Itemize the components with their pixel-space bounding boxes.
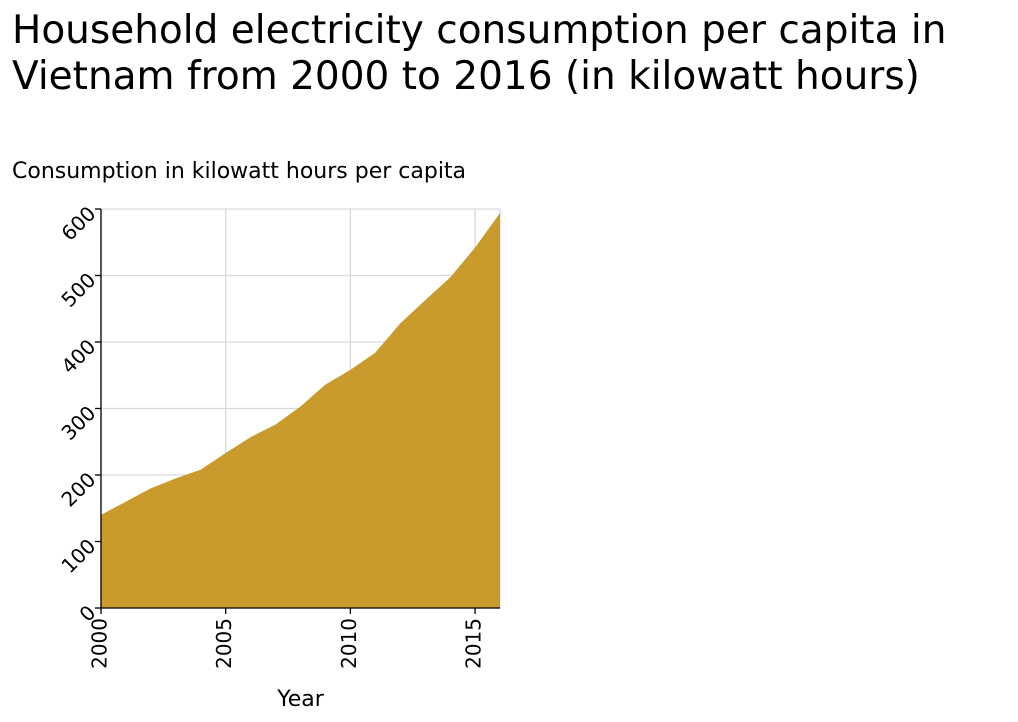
- y-tick-label: 200: [56, 467, 100, 511]
- axes: [95, 208, 500, 614]
- x-tick-labels: 2000 2005 2010 2015: [88, 618, 486, 669]
- y-axis-label: Consumption in kilowatt hours per capita: [12, 159, 467, 184]
- y-tick-label: 100: [56, 534, 100, 578]
- x-axis-label: Year: [276, 687, 325, 712]
- x-tick-label: 2000: [88, 618, 112, 669]
- chart-title: Household electricity consumption per ca…: [12, 8, 947, 99]
- y-tick-label: 600: [56, 201, 100, 245]
- y-tick-label: 300: [56, 401, 100, 445]
- area-fill: [101, 212, 500, 609]
- x-tick-label: 2015: [462, 618, 486, 669]
- area-series: [101, 212, 500, 609]
- y-tick-label: 400: [56, 334, 100, 378]
- x-tick-label: 2005: [212, 618, 236, 669]
- y-tick-label: 500: [56, 268, 100, 312]
- x-tick-label: 2010: [337, 618, 361, 669]
